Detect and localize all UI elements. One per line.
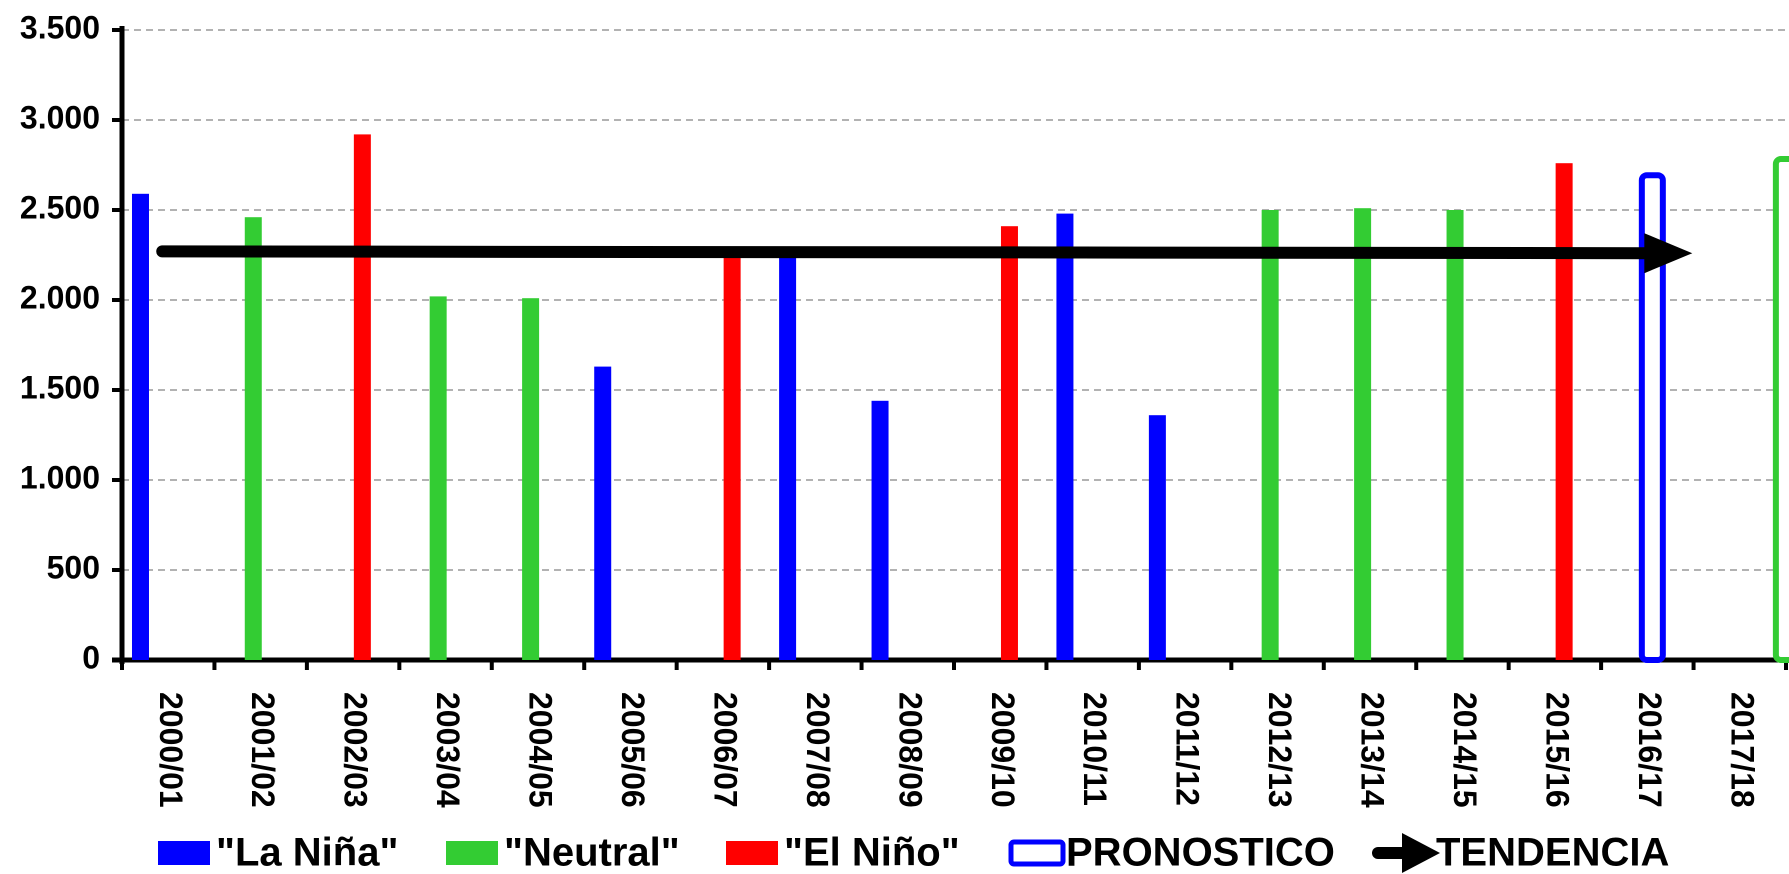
legend-swatch (726, 841, 778, 865)
x-tick-label: 2002/03 (338, 692, 374, 808)
bar (429, 296, 447, 660)
x-tick-label: 2010/11 (1077, 692, 1113, 806)
x-tick-label: 2000/01 (153, 692, 189, 808)
y-tick-label: 500 (47, 549, 100, 585)
bar (1000, 226, 1018, 660)
x-tick-label: 2004/05 (523, 692, 559, 808)
trend-line (156, 245, 1661, 260)
x-tick-label: 2015/16 (1539, 692, 1575, 808)
y-tick-label: 0 (82, 639, 100, 675)
legend-arrow (1402, 833, 1440, 873)
legend-label: "La Niña" (216, 831, 398, 874)
x-tick-label: 2001/02 (245, 692, 281, 808)
bar (871, 400, 889, 660)
y-tick-label: 2.500 (20, 189, 100, 225)
bar (594, 366, 612, 660)
x-tick-label: 2014/15 (1447, 692, 1483, 808)
legend-label: TENDENCIA (1436, 831, 1669, 874)
x-tick-label: 2017/18 (1724, 692, 1760, 808)
x-tick-label: 2009/10 (985, 692, 1021, 808)
bar (244, 217, 262, 660)
legend-swatch (158, 841, 210, 865)
bar (522, 298, 540, 660)
legend-swatch (1008, 839, 1066, 867)
x-tick-label: 2016/17 (1632, 692, 1668, 808)
bar (1555, 163, 1573, 660)
x-tick-label: 2003/04 (430, 692, 466, 808)
bar (1148, 415, 1166, 660)
legend-swatch (446, 841, 498, 865)
bar (131, 193, 149, 661)
x-tick-label: 2007/08 (800, 692, 836, 808)
y-tick-label: 1.500 (20, 369, 100, 405)
bar (1261, 210, 1279, 660)
y-tick-label: 2.000 (20, 279, 100, 315)
trend-arrowhead (1644, 233, 1693, 274)
x-tick-label: 2011/12 (1170, 692, 1206, 806)
x-tick-label: 2005/06 (615, 692, 651, 808)
forecast-bar (1638, 172, 1666, 663)
y-tick-label: 3.500 (20, 9, 100, 45)
bar (779, 255, 797, 660)
bar (1056, 213, 1074, 660)
y-tick-label: 1.000 (20, 459, 100, 495)
x-tick-label: 2012/13 (1262, 692, 1298, 808)
x-tick-label: 2006/07 (707, 692, 743, 808)
legend-label: "El Niño" (784, 831, 960, 874)
x-tick-label: 2013/14 (1355, 692, 1391, 808)
legend-label: "Neutral" (504, 831, 680, 874)
bar (723, 255, 741, 660)
bar (1446, 210, 1464, 660)
y-tick-label: 3.000 (20, 99, 100, 135)
bar (1354, 208, 1372, 660)
forecast-bar (1772, 156, 1789, 663)
legend-label: PRONOSTICO (1066, 831, 1335, 874)
x-tick-label: 2008/09 (892, 692, 928, 808)
bar (353, 134, 371, 660)
